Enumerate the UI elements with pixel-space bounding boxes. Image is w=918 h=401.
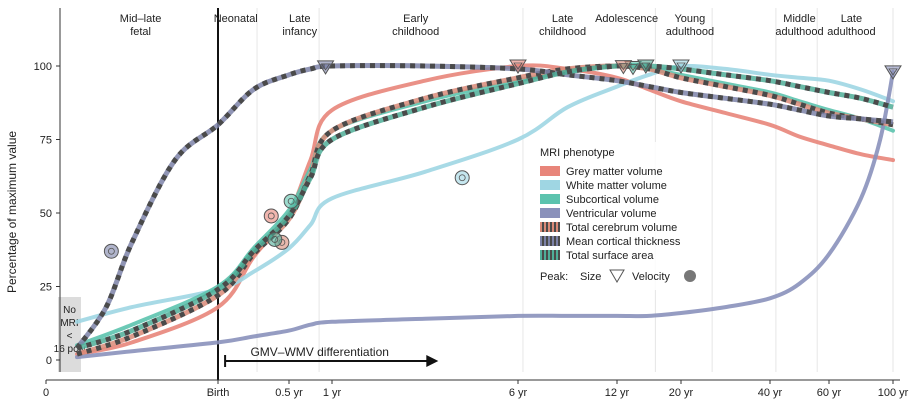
- x-tick-label-5: 12 yr: [605, 387, 630, 399]
- stage-labels: Mid–late fetal Neonatal Late infancy Early chi…: [120, 13, 876, 38]
- peak-legend-size-label: Size: [580, 271, 601, 283]
- no-mri-region: No MRI <16 pcw: [54, 297, 86, 372]
- peak-velocity-grey-matter-volume: [263, 208, 279, 224]
- legend-label-white-matter-volume: White matter volume: [566, 180, 667, 192]
- x-tick-label-0: 0: [43, 387, 49, 399]
- peak-size-inner-white-matter-volume: [676, 62, 686, 70]
- legend-swatch-stripe-total-cerebrum-volume-4: [558, 222, 560, 232]
- stage-label-1: Neonatal: [214, 13, 258, 25]
- stage-label-5: Adolescence: [595, 13, 658, 25]
- legend-label-total-cerebrum-volume: Total cerebrum volume: [566, 222, 677, 234]
- stage-label-6: Young adulthood: [666, 13, 714, 38]
- x-tick-label-8: 60 yr: [817, 387, 842, 399]
- y-tick-label-75: 75: [40, 135, 52, 147]
- line-total-surface-area: [76, 62, 894, 351]
- legend: MRI phenotype Grey matter volume White mat…: [534, 142, 704, 290]
- stage-label-2: Late infancy: [282, 13, 317, 38]
- y-axis-label: Percentage of maximum value: [5, 131, 19, 293]
- legend-swatch-stripe-mean-cortical-thickness-0: [542, 236, 544, 246]
- y-tick-label-0: 0: [46, 355, 52, 367]
- legend-label-mean-cortical-thickness: Mean cortical thickness: [566, 236, 681, 248]
- legend-swatch-stripe-total-cerebrum-volume-3: [554, 222, 556, 232]
- legend-swatch-stripe-mean-cortical-thickness-2: [550, 236, 552, 246]
- peak-velocity-subcortical-volume: [283, 193, 299, 209]
- y-tick-label-100: 100: [34, 61, 52, 73]
- peak-legend-label: Peak:: [540, 271, 568, 283]
- peak-velocity-inner-subcortical-volume: [287, 197, 295, 205]
- peak-velocity-inner-mean-cortical-thickness: [107, 247, 115, 255]
- legend-swatch-stripe-total-surface-area-1: [546, 250, 548, 260]
- stage-label-0: Mid–late fetal: [120, 13, 162, 38]
- x-tick-label-2: 0.5 yr: [275, 387, 303, 399]
- peak-size-inner-grey-matter-volume: [513, 62, 523, 70]
- legend-swatch-stripe-mean-cortical-thickness-1: [546, 236, 548, 246]
- peak-size-inner-total-surface-area: [641, 62, 651, 70]
- legend-swatch-stripe-total-surface-area-3: [554, 250, 556, 260]
- legend-backdrop: [534, 142, 704, 290]
- no-mri-label: No MRI <16 pcw: [54, 305, 86, 355]
- annotation-label: GMV–WMV differentiation: [250, 345, 389, 359]
- peak-velocity-white-matter-volume: [454, 170, 470, 186]
- legend-swatch-grey-matter-volume: [540, 166, 560, 176]
- peak-velocity-mean-cortical-thickness: [103, 243, 119, 259]
- line-grey-matter-volume: [75, 63, 895, 357]
- legend-swatch-stripe-total-cerebrum-volume-0: [542, 222, 544, 232]
- legend-swatch-stripe-mean-cortical-thickness-3: [554, 236, 556, 246]
- peak-size-inner-subcortical-volume: [628, 64, 638, 72]
- line-mean-cortical-thickness: [74, 63, 894, 350]
- stage-label-4: Late childhood: [539, 13, 586, 38]
- legend-title: MRI phenotype: [540, 147, 615, 159]
- stage-label-3: Early childhood: [392, 13, 439, 38]
- peak-legend-triangle-icon: [609, 269, 625, 283]
- peak-size-ventricular-volume: [884, 65, 902, 80]
- legend-swatch-white-matter-volume: [540, 180, 560, 190]
- legend-swatch-stripe-total-surface-area-0: [542, 250, 544, 260]
- x-tick-label-3: 1 yr: [323, 387, 342, 399]
- legend-swatch-ventricular-volume: [540, 208, 560, 218]
- series-lines: [74, 62, 895, 360]
- peak-markers: [103, 59, 902, 259]
- line-total-cerebrum-volume-base: [76, 63, 894, 357]
- annotation-arrowhead: [426, 355, 439, 367]
- legend-swatch-stripe-mean-cortical-thickness-4: [558, 236, 560, 246]
- peak-size-inner-total-cerebrum-volume: [618, 63, 629, 71]
- legend-swatch-stripe-total-cerebrum-volume-1: [546, 222, 548, 232]
- peak-velocity-inner-total-surface-area: [271, 236, 279, 243]
- legend-label-subcortical-volume: Subcortical volume: [566, 194, 659, 206]
- y-tick-label-50: 50: [40, 208, 52, 220]
- x-tick-label-6: 20 yr: [669, 387, 694, 399]
- legend-swatch-stripe-total-surface-area-2: [550, 250, 552, 260]
- x-tick-label-4: 6 yr: [509, 387, 528, 399]
- stage-label-7: Middle adulthood: [775, 13, 823, 38]
- peak-size-inner-mean-cortical-thickness: [320, 63, 331, 71]
- peak-legend-circle-icon: [684, 270, 696, 282]
- y-tick-label-25: 25: [40, 282, 52, 294]
- x-ticks: 0 Birth 0.5 yr 1 yr 6 yr 12 yr 20 yr 40 yr 60 yr…: [43, 380, 909, 399]
- legend-swatch-stripe-total-surface-area-4: [558, 250, 560, 260]
- line-ventricular-volume: [75, 69, 895, 360]
- legend-label-grey-matter-volume: Grey matter volume: [566, 166, 663, 178]
- peak-velocity-inner-grey-matter-volume: [267, 212, 275, 220]
- legend-swatch-stripe-total-cerebrum-volume-2: [550, 222, 552, 232]
- x-tick-label-7: 40 yr: [758, 387, 783, 399]
- peak-velocity-total-surface-area: [267, 231, 283, 247]
- legend-swatch-subcortical-volume: [540, 194, 560, 204]
- line-total-cerebrum-volume: [76, 63, 894, 357]
- line-white-matter-volume: [75, 63, 895, 324]
- peak-size-inner-ventricular-volume: [888, 68, 898, 76]
- legend-label-ventricular-volume: Ventricular volume: [566, 208, 657, 220]
- axes: [46, 8, 900, 381]
- x-tick-label-1: Birth: [207, 387, 230, 399]
- stage-label-8: Late adulthood: [827, 13, 875, 38]
- y-ticks: 0 25 50 75 100: [34, 61, 60, 367]
- gmv-wmv-annotation: GMV–WMV differentiation: [224, 345, 439, 367]
- peak-velocity-inner-white-matter-volume: [458, 174, 466, 182]
- x-tick-label-9: 100 yr: [878, 387, 909, 399]
- peak-legend-velocity-label: Velocity: [632, 271, 670, 283]
- legend-label-total-surface-area: Total surface area: [566, 250, 654, 262]
